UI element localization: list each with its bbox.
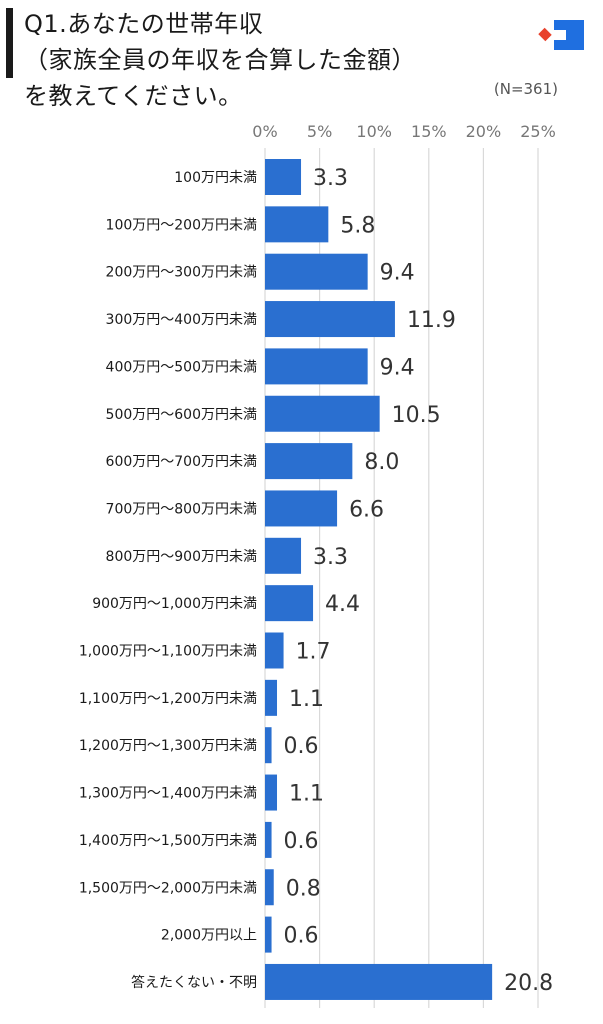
category-label: 1,000万円〜1,100万円未満	[79, 644, 257, 660]
title-line-1: Q1.あなたの世帯年収	[24, 10, 264, 38]
data-label: 8.0	[364, 450, 399, 475]
logo-blue-shape	[554, 20, 584, 50]
x-tick-label: 25%	[520, 122, 556, 141]
x-tick-label: 15%	[411, 122, 447, 141]
category-label: 1,200万円〜1,300万円未満	[79, 738, 257, 754]
bar	[265, 585, 314, 622]
data-label: 4.4	[325, 592, 360, 617]
category-label: 700万円〜800万円未満	[106, 501, 257, 517]
bar	[265, 821, 272, 858]
x-tick-label: 0%	[252, 122, 277, 141]
data-label: 3.3	[313, 166, 348, 191]
bar	[265, 869, 274, 906]
bar	[265, 679, 278, 716]
bar	[265, 963, 493, 1000]
brand-logo-icon	[538, 20, 584, 50]
x-tick-label: 5%	[307, 122, 332, 141]
bar	[265, 301, 395, 338]
data-label: 20.8	[504, 971, 553, 996]
data-label: 9.4	[380, 355, 415, 380]
value-labels: 3.35.89.411.99.410.58.06.63.34.41.71.10.…	[284, 166, 554, 996]
data-label: 9.4	[380, 261, 415, 286]
sample-size-label: (N=361)	[493, 80, 558, 98]
category-label: 答えたくない・不明	[131, 974, 257, 991]
bar	[265, 206, 329, 243]
data-label: 1.7	[296, 640, 331, 665]
category-label: 800万円〜900万円未満	[106, 549, 257, 565]
data-label: 5.8	[340, 213, 375, 238]
bar	[265, 253, 368, 290]
data-label: 0.6	[284, 924, 319, 949]
bar	[265, 159, 302, 195]
grid-lines	[264, 148, 539, 1008]
x-tick-label: 10%	[356, 122, 392, 141]
title-line-2: （家族全員の年収を合算した金額）	[24, 46, 416, 74]
category-labels: 100万円未満 100万円〜200万円未満 200万円〜300万円未満 300万円〜4…	[79, 170, 257, 991]
category-label: 500万円〜600万円未満	[106, 407, 257, 423]
chart-title: Q1.あなたの世帯年収 （家族全員の年収を合算した金額） を教えてください。	[24, 6, 416, 114]
data-label: 11.9	[407, 308, 456, 333]
logo-red-square	[538, 27, 552, 42]
category-label: 900万円〜1,000万円未満	[92, 596, 257, 612]
bars	[265, 159, 493, 1000]
category-label: 1,300万円〜1,400万円未満	[79, 786, 257, 802]
category-label: 1,100万円〜1,200万円未満	[79, 691, 257, 707]
bar	[265, 395, 380, 432]
data-label: 6.6	[349, 497, 384, 522]
x-tick-label: 20%	[466, 122, 502, 141]
data-label: 3.3	[313, 545, 348, 570]
data-label: 0.8	[286, 876, 321, 901]
bar	[265, 632, 284, 669]
category-label: 600万円〜700万円未満	[106, 454, 257, 470]
bar	[265, 490, 338, 527]
bar	[265, 774, 278, 811]
category-label: 100万円未満	[174, 170, 257, 186]
category-label: 2,000万円以上	[161, 928, 257, 944]
data-label: 10.5	[392, 403, 441, 428]
title-accent-bar	[6, 8, 13, 78]
bar	[265, 348, 368, 385]
data-label: 1.1	[289, 687, 324, 712]
title-line-3: を教えてください。	[24, 82, 243, 110]
bar	[265, 916, 272, 953]
category-label: 300万円〜400万円未満	[106, 312, 257, 328]
data-label: 0.6	[284, 734, 319, 759]
x-axis-ticks: 0% 5% 10% 15% 20% 25%	[252, 122, 555, 141]
category-label: 100万円〜200万円未満	[106, 217, 257, 233]
data-label: 1.1	[289, 782, 324, 807]
category-label: 1,400万円〜1,500万円未満	[79, 833, 257, 849]
category-label: 1,500万円〜2,000万円未満	[79, 880, 257, 896]
bar	[265, 443, 353, 480]
bar	[265, 727, 272, 764]
bar	[265, 537, 302, 574]
data-label: 0.6	[284, 829, 319, 854]
category-label: 400万円〜500万円未満	[106, 359, 257, 375]
category-label: 200万円〜300万円未満	[106, 265, 257, 281]
